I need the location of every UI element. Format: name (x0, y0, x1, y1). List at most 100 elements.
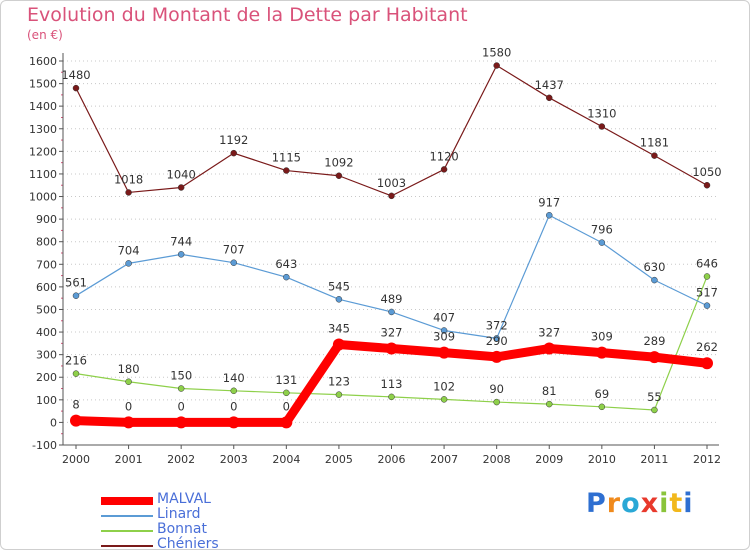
logo-letter: i (659, 488, 670, 519)
data-label: 0 (283, 399, 290, 413)
data-label: 561 (65, 276, 87, 290)
data-point (70, 414, 82, 427)
data-point (546, 400, 553, 408)
x-tick-label: 2011 (640, 453, 668, 466)
data-label: 0 (178, 399, 185, 413)
data-point (703, 181, 711, 189)
logo-letter: t (669, 488, 684, 519)
data-point (595, 346, 608, 359)
data-label: 0 (125, 399, 132, 413)
data-point (651, 276, 658, 284)
data-point (701, 357, 713, 370)
x-tick-label: 2005 (325, 453, 353, 466)
data-point (335, 391, 343, 398)
data-point (125, 378, 132, 386)
data-label: 796 (591, 223, 613, 237)
y-tick-label: 1000 (29, 191, 57, 204)
legend-label: Chéniers (157, 536, 219, 550)
data-point (177, 251, 185, 258)
x-tick-label: 2009 (535, 453, 563, 466)
data-label: 1018 (114, 172, 143, 186)
data-point (177, 385, 185, 392)
data-point (230, 259, 237, 266)
data-point (388, 308, 395, 316)
data-point (546, 94, 553, 102)
data-label: 327 (381, 326, 403, 340)
x-tick-label: 2003 (220, 453, 248, 466)
data-label: 1115 (272, 151, 301, 165)
data-label: 1092 (324, 156, 353, 170)
data-label: 81 (542, 384, 557, 398)
data-point (283, 389, 290, 397)
y-tick-label: 500 (36, 303, 57, 316)
data-point (546, 212, 553, 219)
data-label: 216 (65, 354, 87, 368)
data-label: 1040 (167, 167, 196, 181)
data-point (283, 167, 290, 174)
data-label: 1192 (219, 133, 248, 147)
data-label: 289 (643, 334, 665, 348)
data-point (122, 416, 135, 429)
data-point (388, 192, 395, 200)
logo-letter: P (586, 488, 607, 519)
data-label: 707 (223, 243, 245, 257)
x-tick-label: 2004 (272, 453, 300, 466)
data-point (72, 84, 80, 92)
data-point (175, 416, 188, 429)
legend-label: Bonnat (157, 521, 207, 537)
data-point (493, 398, 500, 406)
chart-title: Evolution du Montant de la Dette par Hab… (27, 4, 468, 26)
legend-swatch (101, 497, 153, 505)
y-tick-label: 200 (36, 371, 57, 384)
data-label: 407 (433, 310, 455, 324)
data-point (283, 273, 290, 281)
logo-letter: r (606, 488, 622, 519)
y-tick-label: 0 (50, 416, 57, 429)
data-point (72, 292, 80, 299)
data-point (703, 302, 711, 309)
data-label: 1120 (429, 149, 458, 163)
y-tick-label: 100 (36, 394, 57, 407)
y-tick-label: -100 (32, 439, 57, 452)
data-point (490, 350, 503, 363)
data-label: 309 (591, 330, 613, 344)
data-label: 327 (538, 326, 560, 340)
data-point (440, 166, 448, 173)
legend-label: MALVAL (157, 491, 211, 507)
data-label: 113 (381, 377, 403, 391)
data-label: 262 (696, 340, 718, 354)
data-point (440, 396, 448, 403)
data-point (280, 416, 293, 429)
data-label: 309 (433, 330, 455, 344)
data-label: 0 (230, 399, 237, 413)
data-label: 55 (647, 390, 662, 404)
data-point (703, 273, 711, 280)
y-tick-label: 900 (36, 213, 57, 226)
data-label: 1050 (692, 165, 721, 179)
y-tick-label: 800 (36, 236, 57, 249)
data-label: 8 (72, 398, 79, 412)
y-tick-label: 700 (36, 258, 57, 271)
data-point (335, 296, 343, 303)
x-tick-label: 2002 (167, 453, 195, 466)
legend-swatch (101, 545, 153, 547)
x-tick-label: 2012 (693, 453, 721, 466)
y-tick-label: 600 (36, 281, 57, 294)
data-label: 1437 (535, 78, 564, 92)
data-label: 545 (328, 279, 350, 293)
data-label: 1003 (377, 176, 406, 190)
data-label: 69 (595, 387, 610, 401)
data-label: 131 (275, 373, 297, 387)
data-point (493, 62, 500, 69)
y-tick-label: 1200 (29, 145, 57, 158)
data-point (598, 123, 606, 130)
data-point (177, 184, 185, 191)
data-label: 630 (643, 260, 665, 274)
x-tick-label: 2001 (115, 453, 143, 466)
data-label: 646 (696, 256, 718, 270)
y-tick-label: 1300 (29, 123, 57, 136)
x-tick-label: 2010 (588, 453, 616, 466)
data-point (227, 416, 240, 429)
data-label: 1181 (640, 136, 669, 150)
